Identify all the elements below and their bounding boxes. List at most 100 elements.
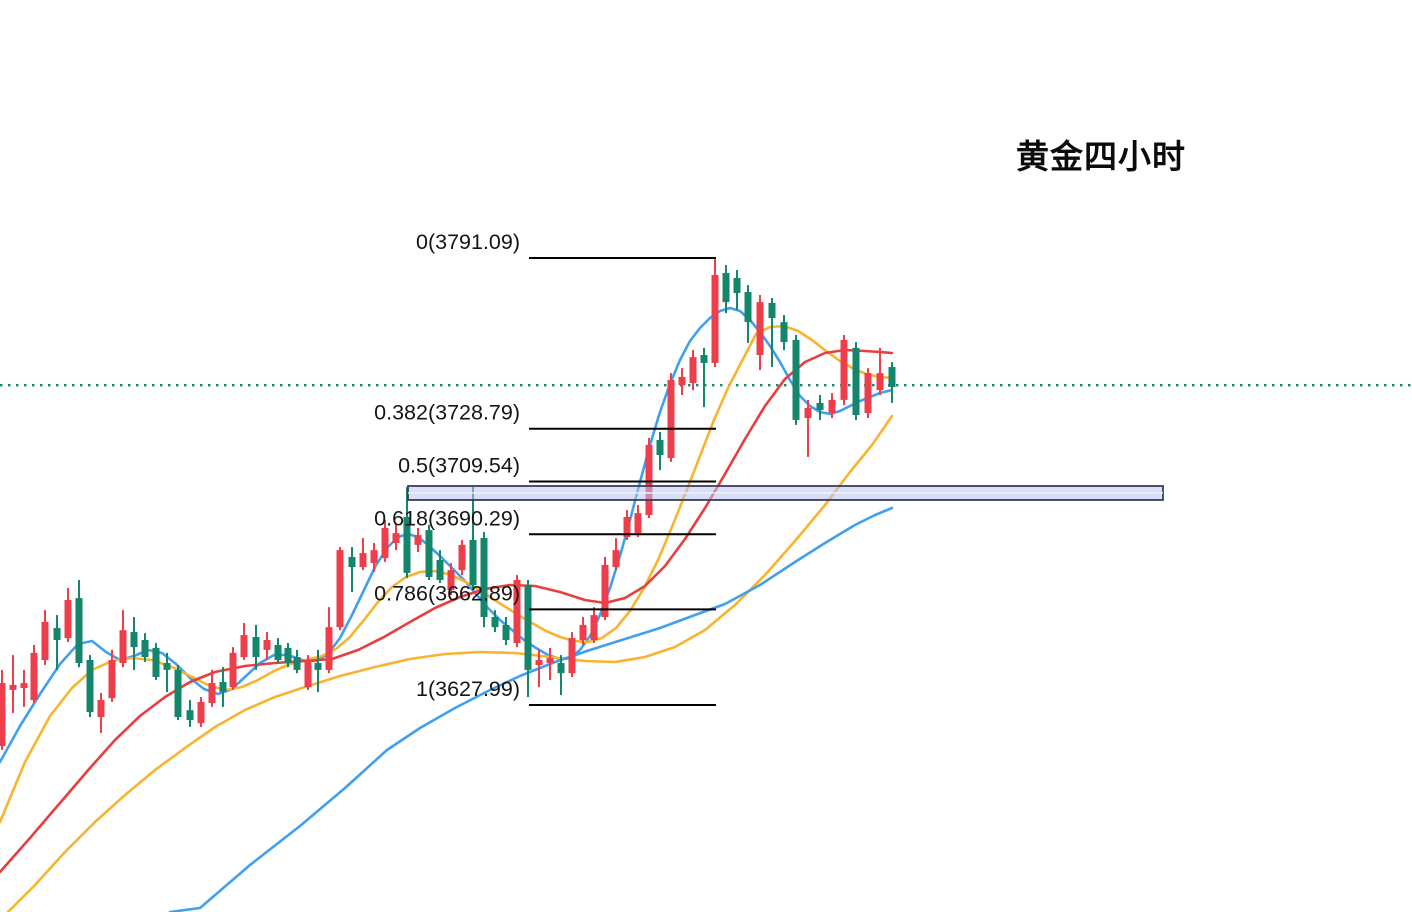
candle [733,270,741,311]
fibonacci-group[interactable]: 0(3791.09) 0.382(3728.79) 0.5(3709.54) 0.61… [374,230,716,706]
fib-label-0.786: 0.786(3662.89) [374,581,520,605]
candle-body [119,630,127,664]
candle-body [612,550,620,568]
fib-level-0.786[interactable]: 0.786(3662.89) [374,581,716,611]
candle [163,652,171,693]
candle-body [524,584,532,670]
candle-body [75,598,83,664]
candle-body [816,402,824,411]
fib-level-1[interactable]: 1(3627.99) [416,677,716,706]
candle-body [491,616,499,628]
candle [864,368,872,419]
candle [502,616,510,645]
candle [293,649,301,674]
candle [645,438,653,519]
candle-body [141,640,149,658]
candle [557,655,565,696]
fib-label-0.5: 0.5(3709.54) [398,454,520,478]
fib-level-0.618[interactable]: 0.618(3690.29) [374,506,716,536]
supply-zone-band[interactable] [407,485,1164,501]
candle-body [30,652,38,701]
candle [634,504,642,537]
candle [284,643,292,668]
fib-label-1: 1(3627.99) [416,677,520,701]
candle-body [535,660,543,665]
candle [491,610,499,633]
candle-body [152,647,160,678]
candle-body [590,615,598,641]
candle [75,579,83,668]
candle-body [756,302,764,355]
candle [219,667,227,707]
candle-body [436,559,444,580]
candle [876,347,884,396]
candle-body [20,683,28,688]
candle [381,519,389,562]
candle-body [852,347,860,416]
candle-body [381,527,389,559]
candle [601,556,609,621]
candle [174,664,182,721]
candle [252,624,260,670]
candle [130,616,138,670]
candle [197,697,205,727]
candle [852,342,860,420]
candle-body [64,600,72,639]
candle-body [667,379,675,459]
candle-body [325,627,333,670]
candle-body [108,660,116,699]
fib-level-0.382[interactable]: 0.382(3728.79) [374,401,716,430]
candle [325,607,333,674]
candle-body [792,339,800,420]
candle [568,632,576,678]
candle-body [804,407,812,419]
candle-body [656,439,664,456]
candle-body [678,376,686,386]
candle [141,633,149,662]
candle-body [392,533,400,544]
candle [546,647,554,681]
candle-body [689,357,697,383]
candle [780,314,788,351]
candle [828,393,836,419]
candle-body [425,530,433,577]
candle [108,649,116,702]
candle [756,294,764,371]
candle [667,373,675,462]
candle-body [828,399,836,414]
candle [722,265,730,314]
ma-line-yellow-slow [6,414,894,912]
fib-level-0[interactable]: 0(3791.09) [416,230,716,259]
candle-body [130,632,138,648]
candles-group [0,257,896,750]
candle [623,510,631,540]
chart-title: 黄金四小时 [1016,138,1186,175]
candle [678,368,686,396]
candle [336,547,344,631]
candle-body [208,683,216,704]
candle-body [513,579,521,644]
candle [768,297,776,368]
candle [425,524,433,580]
candle-body [274,644,282,661]
candle-body [840,339,848,400]
candle-body [174,669,182,718]
candle-body [700,354,708,363]
candle [370,543,378,573]
fib-level-0.5[interactable]: 0.5(3709.54) [398,454,716,483]
candle-body [722,273,730,303]
candle-body [370,550,378,564]
candle [359,538,367,571]
candle [348,547,356,593]
candle-body [293,657,301,670]
candle-body [9,684,17,690]
candle-body [314,663,322,670]
candle-body [557,663,565,674]
candle-body [780,322,788,343]
candle-body [0,683,6,747]
candle [392,522,400,551]
candle-body [623,516,631,537]
candle-body [502,624,510,641]
candle-body [263,640,271,650]
